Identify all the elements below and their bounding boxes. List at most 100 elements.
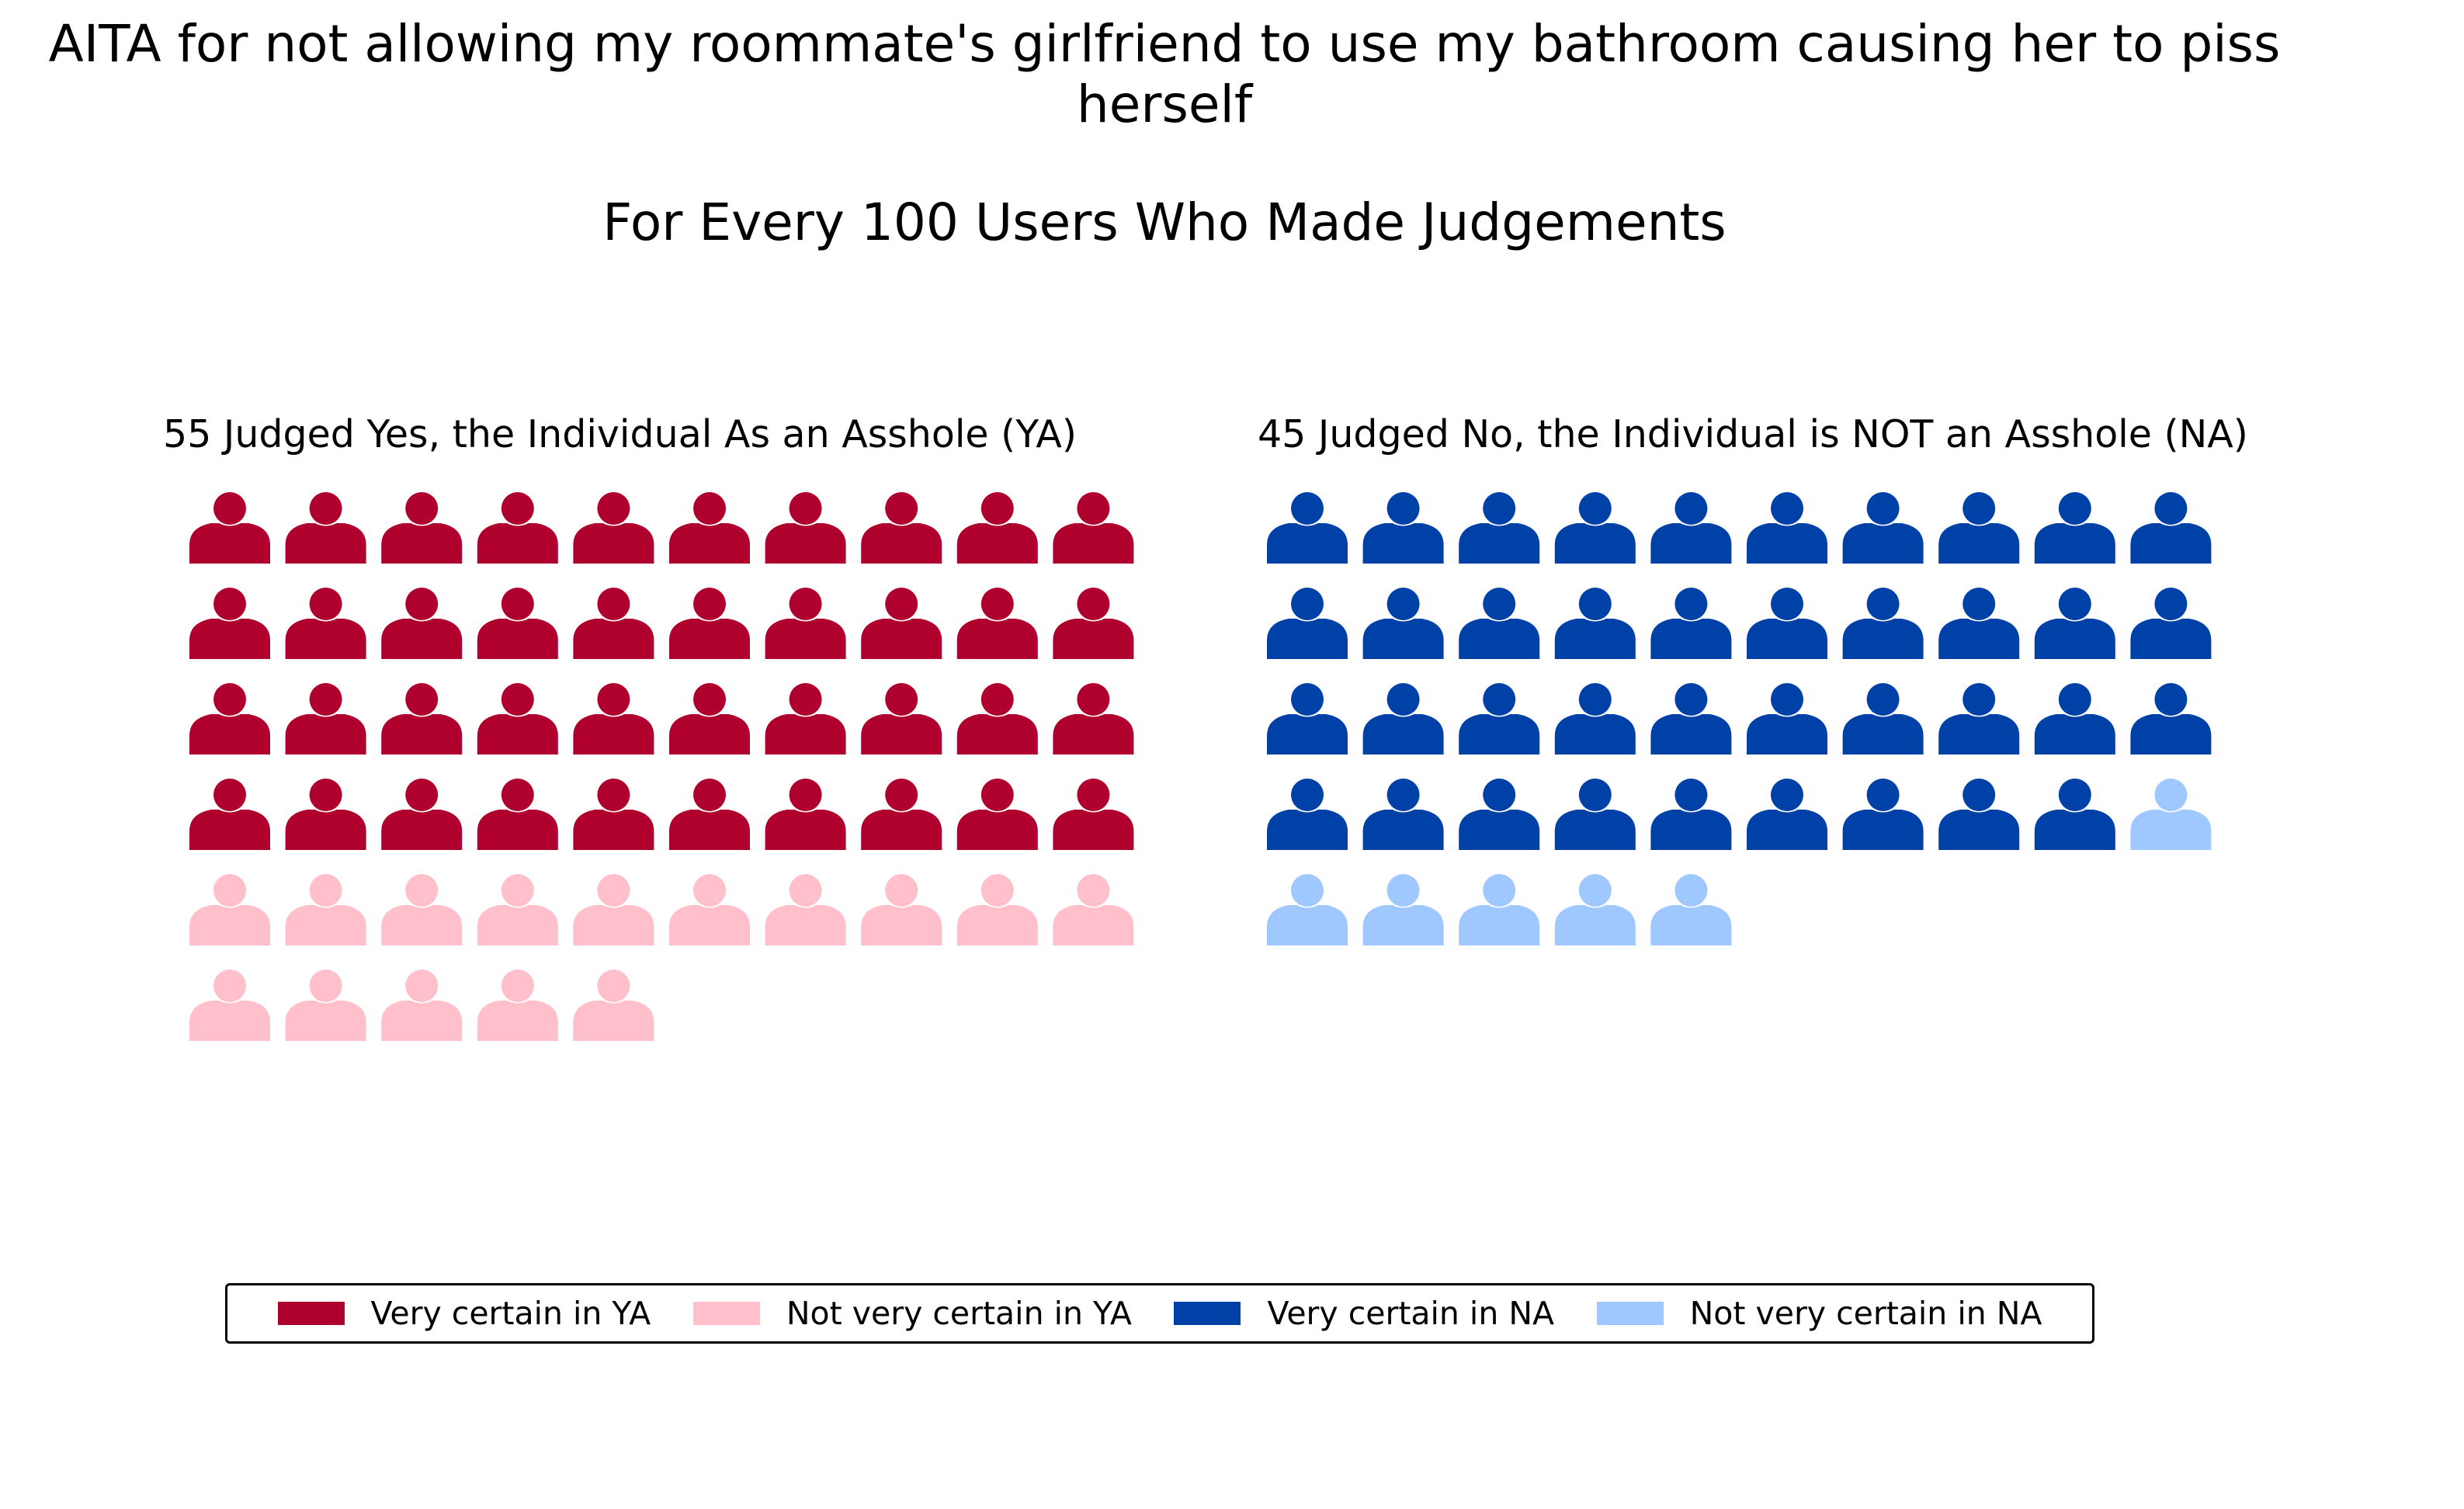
person-icon <box>477 588 558 659</box>
person-icon <box>573 492 654 564</box>
chart-subtitle: For Every 100 Users Who Made Judgements <box>602 193 1727 252</box>
person-icon <box>1053 779 1134 850</box>
person-icon <box>861 588 942 659</box>
person-icon <box>1459 874 1540 945</box>
person-icon <box>477 779 558 850</box>
legend-label: Very certain in YA <box>370 1295 651 1332</box>
person-icon <box>1842 588 1924 659</box>
person-icon <box>1650 874 1732 945</box>
person-icon <box>669 779 750 850</box>
person-icon <box>2130 492 2212 564</box>
person-icon <box>285 970 366 1041</box>
person-icon <box>477 970 558 1041</box>
legend-item-not-very-certain-ya: Not very certain in YA <box>692 1295 1132 1332</box>
person-icon <box>1938 588 2020 659</box>
person-icon <box>189 779 270 850</box>
person-icon <box>1938 492 2020 564</box>
person-icon <box>381 492 463 564</box>
person-icon <box>189 492 270 564</box>
person-icon <box>765 683 846 754</box>
person-icon <box>956 492 1038 564</box>
person-icon <box>956 779 1038 850</box>
person-icon <box>1650 779 1732 850</box>
person-icon <box>2034 492 2115 564</box>
legend-swatch-not-very-certain-na <box>1596 1302 1664 1325</box>
person-icon <box>1267 588 1348 659</box>
person-icon <box>2130 588 2212 659</box>
person-icon <box>573 779 654 850</box>
legend-item-not-very-certain-na: Not very certain in NA <box>1596 1295 2042 1332</box>
person-icon <box>189 683 270 754</box>
person-icon <box>1842 683 1924 754</box>
person-icon <box>1554 779 1636 850</box>
person-icon <box>1362 874 1444 945</box>
person-icon <box>1938 683 2020 754</box>
person-icon <box>1554 588 1636 659</box>
person-icon <box>1053 874 1134 945</box>
person-icon <box>477 683 558 754</box>
person-icon <box>477 492 558 564</box>
legend-swatch-not-very-certain-ya <box>692 1302 760 1325</box>
person-icon <box>669 683 750 754</box>
person-icon <box>2034 588 2115 659</box>
person-icon <box>1747 492 1827 564</box>
person-icon <box>1459 588 1540 659</box>
person-icon <box>1267 492 1348 564</box>
person-icon <box>381 779 463 850</box>
person-icon <box>669 492 750 564</box>
person-icon <box>956 588 1038 659</box>
person-icon <box>1267 874 1348 945</box>
person-icon <box>285 492 366 564</box>
person-icon <box>285 874 366 945</box>
person-icon <box>2130 683 2212 754</box>
person-icon <box>2034 779 2115 850</box>
person-icon <box>1747 588 1827 659</box>
person-icon <box>1650 492 1732 564</box>
person-icon <box>956 874 1038 945</box>
legend-label: Not very certain in NA <box>1689 1295 2042 1332</box>
legend-label: Very certain in NA <box>1267 1295 1555 1332</box>
person-icon <box>765 492 846 564</box>
person-icon <box>1554 492 1636 564</box>
person-icon <box>669 588 750 659</box>
person-icon <box>1053 492 1134 564</box>
person-icon <box>765 779 846 850</box>
person-icon <box>861 874 942 945</box>
person-icon <box>1747 779 1827 850</box>
person-icon <box>2130 779 2212 850</box>
person-icon <box>1842 779 1924 850</box>
person-icon <box>477 874 558 945</box>
person-icon <box>1362 492 1444 564</box>
person-icon <box>765 874 846 945</box>
legend-swatch-very-certain-na <box>1174 1302 1241 1325</box>
person-icon <box>1459 683 1540 754</box>
person-icon <box>1650 683 1732 754</box>
person-icon <box>573 588 654 659</box>
person-icon <box>1459 779 1540 850</box>
legend: Very certain in YA Not very certain in Y… <box>225 1283 2094 1344</box>
person-icon <box>1362 683 1444 754</box>
person-icon <box>2034 683 2115 754</box>
person-icon <box>861 683 942 754</box>
person-icon <box>189 588 270 659</box>
person-icon <box>861 779 942 850</box>
chart-title: AITA for not allowing my roommate's girl… <box>48 14 2281 134</box>
person-icon <box>1554 874 1636 945</box>
person-icon <box>1267 779 1348 850</box>
panel-title-na: 45 Judged No, the Individual is NOT an A… <box>1258 412 2248 456</box>
person-icon <box>189 874 270 945</box>
person-icon <box>1650 588 1732 659</box>
panel-title-ya: 55 Judged Yes, the Individual As an Assh… <box>163 412 1078 456</box>
person-icon <box>285 683 366 754</box>
legend-swatch-very-certain-ya <box>277 1302 345 1325</box>
legend-item-very-certain-na: Very certain in NA <box>1174 1295 1554 1332</box>
panel-na-icons <box>1267 492 2212 945</box>
person-icon <box>1267 683 1348 754</box>
person-icon <box>765 588 846 659</box>
person-icon <box>381 683 463 754</box>
person-icon <box>381 970 463 1041</box>
person-icon <box>1938 779 2020 850</box>
person-icon <box>381 588 463 659</box>
person-icon <box>1554 683 1636 754</box>
person-icon <box>1459 492 1540 564</box>
